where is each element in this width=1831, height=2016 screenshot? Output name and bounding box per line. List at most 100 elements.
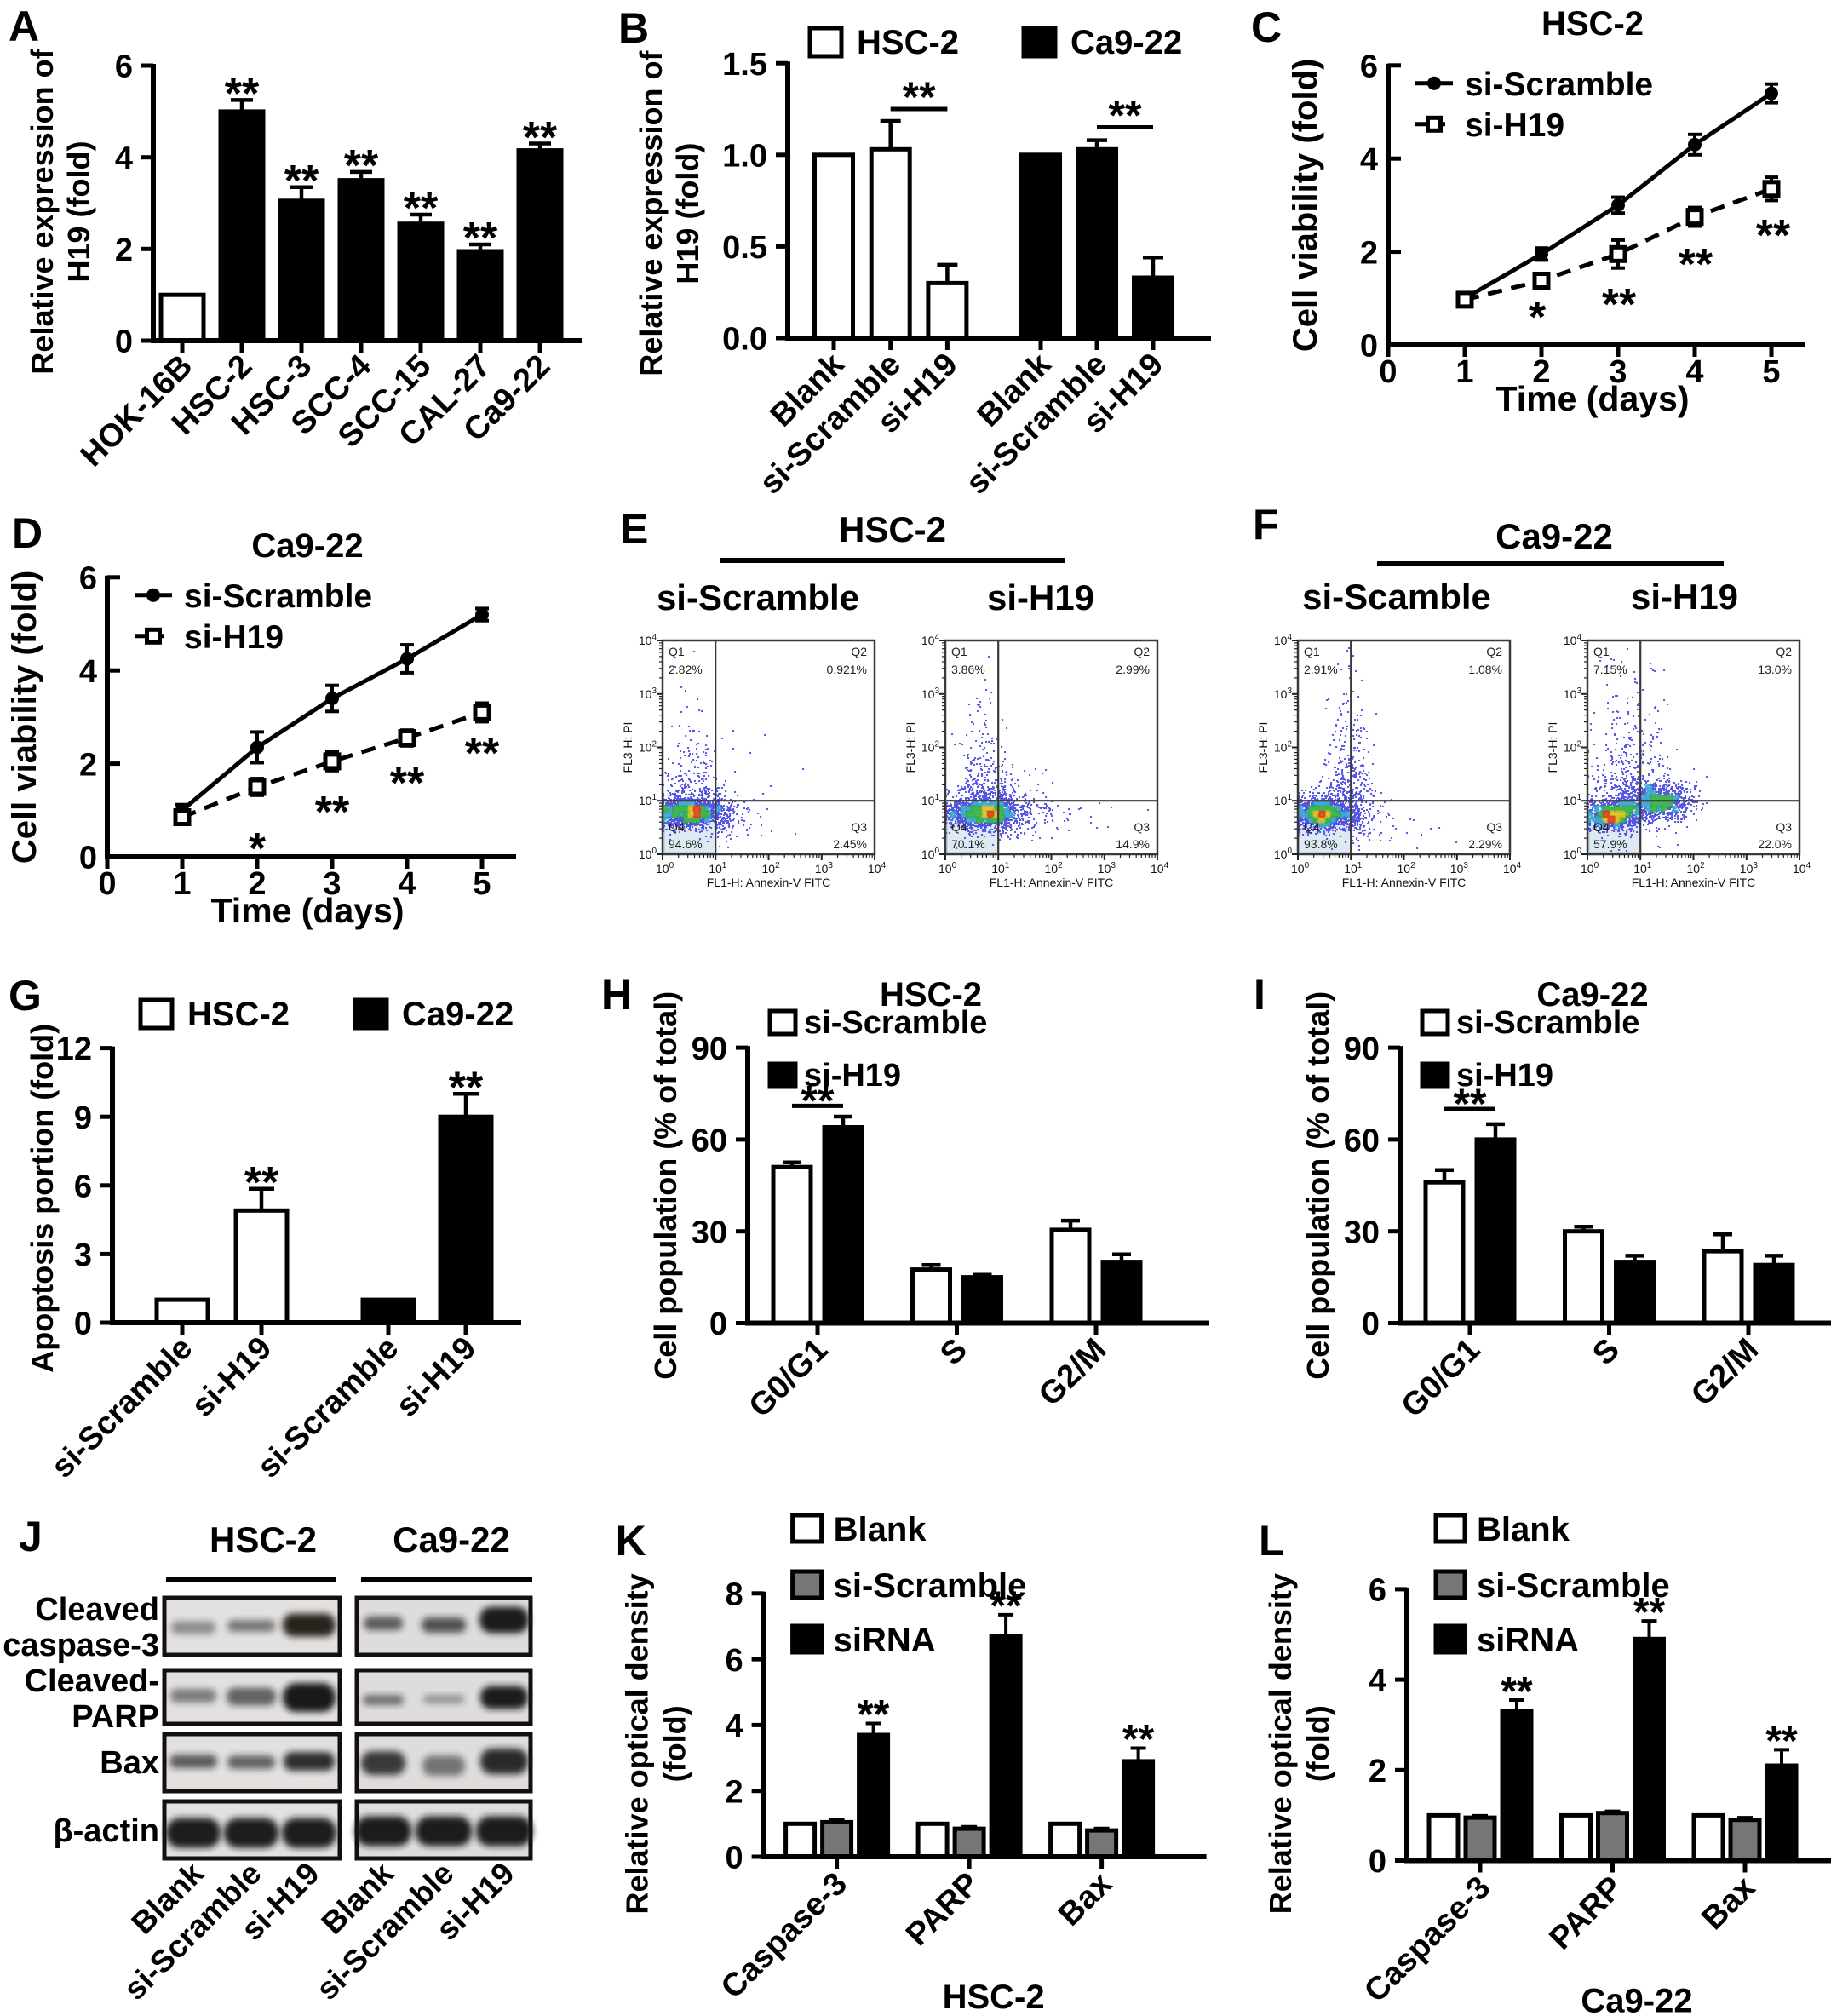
svg-text:HSC-2: HSC-2	[187, 996, 290, 1033]
svg-text:103: 103	[921, 686, 940, 701]
svg-text:**: **	[1679, 240, 1713, 290]
svg-text:FL1-H: Annexin-V FITC: FL1-H: Annexin-V FITC	[990, 876, 1114, 889]
svg-text:Ca9-22: Ca9-22	[393, 1519, 510, 1559]
svg-text:102: 102	[1274, 740, 1293, 755]
svg-text:C: C	[1251, 3, 1282, 51]
svg-text:FL3-H: PI: FL3-H: PI	[1546, 722, 1559, 773]
svg-text:Q3: Q3	[1134, 820, 1150, 834]
svg-text:**: **	[244, 1158, 279, 1208]
svg-text:FL3-H: PI: FL3-H: PI	[621, 722, 634, 773]
svg-text:60: 60	[1344, 1123, 1380, 1159]
svg-text:FL1-H: Annexin-V FITC: FL1-H: Annexin-V FITC	[1632, 876, 1756, 889]
svg-text:1.08%: 1.08%	[1468, 663, 1502, 676]
svg-text:PARP: PARP	[72, 1699, 159, 1735]
svg-text:Time (days): Time (days)	[210, 891, 404, 930]
svg-text:3: 3	[74, 1238, 92, 1273]
svg-text:Ca9-22: Ca9-22	[402, 996, 514, 1033]
svg-text:0.0: 0.0	[722, 322, 767, 358]
svg-text:H: H	[601, 971, 632, 1019]
svg-text:102: 102	[1564, 740, 1582, 755]
svg-text:Relative optical density: Relative optical density	[1263, 1573, 1298, 1914]
svg-text:**: **	[449, 1064, 484, 1113]
svg-text:Cell viability (fold): Cell viability (fold)	[1287, 59, 1324, 352]
svg-text:si-Scramble: si-Scramble	[657, 577, 859, 617]
svg-text:F: F	[1253, 501, 1279, 549]
svg-text:0: 0	[709, 1307, 727, 1342]
svg-text:0: 0	[98, 866, 116, 902]
svg-text:**: **	[1109, 92, 1142, 140]
svg-text:2: 2	[1369, 1754, 1386, 1789]
svg-text:HSC-2: HSC-2	[839, 509, 946, 549]
svg-text:**: **	[1765, 1719, 1798, 1764]
svg-text:**: **	[315, 788, 350, 837]
svg-text:**: **	[1633, 1590, 1666, 1635]
svg-text:FL3-H: PI: FL3-H: PI	[904, 722, 917, 773]
svg-text:103: 103	[1274, 686, 1293, 701]
svg-text:5: 5	[473, 866, 491, 902]
svg-text:Relative optical density: Relative optical density	[620, 1573, 655, 1914]
svg-text:HSC-2: HSC-2	[1541, 5, 1644, 43]
svg-text:si-H19: si-H19	[1465, 107, 1564, 144]
svg-text:4: 4	[1369, 1663, 1386, 1699]
svg-text:102: 102	[921, 740, 940, 755]
svg-text:Q1: Q1	[1593, 645, 1610, 658]
svg-text:30: 30	[1344, 1215, 1380, 1250]
svg-text:104: 104	[639, 633, 657, 647]
svg-text:HSC-2: HSC-2	[880, 976, 982, 1014]
svg-text:4: 4	[79, 654, 97, 690]
svg-text:101: 101	[1564, 793, 1582, 807]
svg-text:**: **	[390, 759, 425, 808]
svg-text:0: 0	[725, 1841, 743, 1876]
svg-text:1.5: 1.5	[722, 47, 767, 83]
svg-text:Cleaved-: Cleaved-	[25, 1663, 159, 1699]
svg-text:**: **	[903, 73, 936, 121]
svg-text:2: 2	[115, 233, 133, 268]
svg-text:**: **	[858, 1692, 890, 1737]
svg-text:100: 100	[639, 847, 657, 861]
svg-text:2: 2	[248, 866, 266, 902]
svg-text:Time (days): Time (days)	[1495, 379, 1689, 418]
svg-text:caspase-3: caspase-3	[3, 1628, 159, 1663]
svg-text:2: 2	[1532, 354, 1550, 390]
svg-text:Cleaved: Cleaved	[35, 1592, 159, 1628]
svg-text:6: 6	[1369, 1573, 1386, 1609]
svg-text:H19 (fold): H19 (fold)	[61, 141, 96, 283]
svg-text:Q2: Q2	[1776, 645, 1792, 658]
svg-text:0: 0	[1360, 329, 1378, 365]
svg-text:0: 0	[115, 325, 133, 360]
svg-text:si-H19: si-H19	[987, 577, 1094, 617]
svg-text:Q4: Q4	[951, 820, 967, 834]
svg-text:13.0%: 13.0%	[1758, 663, 1792, 676]
svg-text:**: **	[1454, 1080, 1487, 1128]
svg-text:3.86%: 3.86%	[951, 663, 985, 676]
svg-text:1.0: 1.0	[722, 139, 767, 175]
svg-text:si-H19: si-H19	[1631, 577, 1738, 617]
svg-text:5: 5	[1762, 354, 1780, 390]
svg-text:102: 102	[639, 740, 657, 755]
svg-text:101: 101	[921, 793, 940, 807]
svg-text:0: 0	[79, 841, 97, 876]
svg-text:Q4: Q4	[669, 820, 685, 834]
svg-text:2.91%: 2.91%	[1304, 663, 1338, 676]
svg-text:100: 100	[1274, 847, 1293, 861]
svg-text:HSC-2: HSC-2	[943, 1979, 1045, 2016]
svg-text:Q1: Q1	[1304, 645, 1320, 658]
svg-text:J: J	[19, 1513, 43, 1560]
svg-text:0.5: 0.5	[722, 230, 767, 266]
svg-text:B: B	[618, 4, 649, 52]
svg-text:Q1: Q1	[669, 645, 685, 658]
svg-text:104: 104	[1564, 633, 1582, 647]
svg-text:si-H19: si-H19	[1456, 1058, 1553, 1094]
svg-text:104: 104	[921, 633, 940, 647]
svg-text:6: 6	[79, 561, 97, 597]
svg-text:4: 4	[1360, 142, 1378, 178]
svg-text:L: L	[1259, 1517, 1285, 1565]
svg-text:2: 2	[725, 1774, 743, 1810]
svg-text:Blank: Blank	[834, 1511, 927, 1548]
svg-text:(fold): (fold)	[657, 1705, 692, 1782]
svg-text:7.15%: 7.15%	[1593, 663, 1627, 676]
svg-text:**: **	[404, 184, 439, 233]
svg-text:Q3: Q3	[851, 820, 867, 834]
svg-text:**: **	[801, 1077, 835, 1124]
svg-text:4: 4	[398, 866, 416, 902]
